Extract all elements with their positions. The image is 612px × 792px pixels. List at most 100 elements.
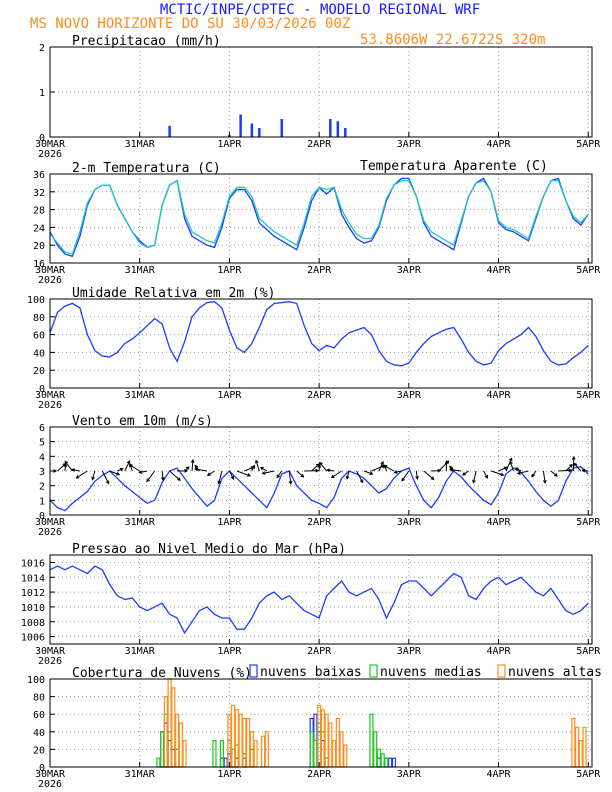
y-tick-label: 24 [33,223,45,234]
x-day-label: 5APR [576,390,601,401]
wind-vector [394,470,402,474]
panel-title: Precipitacao (mm/h) [72,34,221,49]
wind-vector [255,460,260,472]
y-tick-label: 20 [33,241,45,252]
wind-vector [236,470,251,477]
wind-arrow-head [206,472,211,476]
cloud-bar-nuvens-altas [231,704,236,768]
wind-vector [191,459,194,472]
x-day-label: 3APR [397,517,422,528]
wind-arrow-head [70,468,76,472]
wind-arrow-head [401,477,405,482]
wind-vector [262,470,275,474]
wind-vector [517,470,529,475]
wind-arrow-head [430,476,435,481]
location-title: MS NOVO HORIZONTE DO SU 30/03/2026 00Z [30,16,350,32]
wind-vector [146,470,156,482]
cloud-bar-nuvens-baixas [388,757,393,768]
figure-title: MCTIC/INPE/CPTEC - MODELO REGIONAL WRF [160,2,480,18]
cloud-bar-nuvens-altas [182,739,187,768]
cloud-bar-nuvens-altas [242,717,247,768]
wind-vector [550,470,558,477]
y-tick-label: 20 [33,745,45,756]
x-day-label: 3APR [397,265,422,276]
x-day-label: 4APR [487,769,512,780]
wind-arrow-head [319,461,323,466]
cloud-bar-nuvens-altas [253,739,258,768]
wind-vector [260,467,268,472]
x-day-label: 2APR [307,139,332,150]
cloud-bar-nuvens-altas [571,717,576,768]
wind-vector [288,470,292,484]
cloud-bar-nuvens-altas [260,735,266,768]
wind-arrow-head [369,471,374,475]
panel-frame [49,173,593,264]
y-tick-label: 1010 [21,603,45,614]
cloud-bar-nuvens-medias [309,731,314,768]
wind-arrow-head [251,464,256,469]
wind-vector [573,463,582,472]
wind-arrow-head [138,470,143,474]
legend-label: nuvens medias [380,665,482,680]
wind-arrow-head [359,479,364,484]
wind-arrow-head [75,475,80,479]
wind-arrow-head [500,472,505,477]
x-day-label: 3APR [397,646,422,657]
cloud-bar-nuvens-altas [335,717,340,768]
x-day-label: 31MAR [125,390,156,401]
x-day-label: 4APR [487,265,512,276]
x-year-label: 2026 [38,779,62,790]
y-tick-label: 6 [39,423,45,434]
wind-vector [129,464,140,472]
y-tick-label: 28 [33,206,45,217]
wind-arrow-head [383,465,388,469]
wind-arrow-head [160,477,165,482]
wind-arrow-head [247,473,251,477]
wind-vector [384,465,395,472]
x-day-label: 2APR [307,390,332,401]
x-day-label: 1APR [217,646,242,657]
panel-frame [49,554,593,645]
x-day-label: 31MAR [125,139,156,150]
y-tick-label: 100 [27,295,45,306]
x-day-label: 4APR [487,646,512,657]
cloud-bar-nuvens-altas [178,722,183,768]
x-day-label: 30MAR [35,517,66,528]
wind-vector [572,456,575,472]
y-tick-label: 1012 [21,588,45,599]
panel-frame [49,298,593,389]
y-tick-label: 4 [39,452,45,463]
wind-arrow-head [317,463,322,468]
x-day-label: 5APR [576,265,601,276]
wind-vector [109,470,120,476]
wind-arrow-head [393,470,398,474]
wind-vector [311,463,320,472]
wind-arrow-head [573,462,578,467]
y-tick-label: 80 [33,313,45,324]
cloud-bar-nuvens-altas [174,713,180,768]
y-tick-label: 20 [33,366,45,377]
precip-bar [344,128,347,137]
y-tick-label: 1008 [21,618,45,629]
wind-vector [565,464,573,472]
cloud-bar-nuvens-altas [339,731,344,768]
x-day-label: 3APR [397,139,422,150]
wind-vector [64,463,67,472]
x-day-label: 1APR [217,139,242,150]
cloud-bar-nuvens-medias [373,731,378,768]
wind-vector [327,469,335,472]
x-day-label: 31MAR [125,646,156,657]
panel-title: Vento em 10m (m/s) [72,414,213,429]
panel-2: 16 20 24 28 32 36 30MAR 31MAR 1APR 2APR 3APR 4APR 5A… [33,159,601,286]
series-line-umidade [49,301,589,367]
legend-swatch [369,664,378,678]
x-day-label: 5APR [576,517,601,528]
wind-vector [218,470,223,484]
panel-frame [49,678,593,768]
cloud-bar-nuvens-altas [343,744,348,768]
precip-bar [280,119,284,137]
y-tick-label: 0 [39,133,45,144]
wind-vector [498,466,507,472]
wind-arrow-head [190,458,195,463]
cloud-bar-nuvens-baixas [391,757,396,768]
